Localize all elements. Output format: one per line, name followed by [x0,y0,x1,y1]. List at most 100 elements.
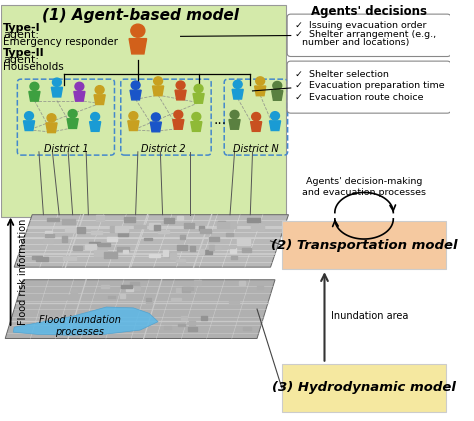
Circle shape [230,110,239,119]
Polygon shape [74,91,85,101]
Bar [177,216,183,220]
Bar [134,225,146,228]
Text: ✓  Evacuation route choice: ✓ Evacuation route choice [295,93,424,102]
Text: Inundation area: Inundation area [331,312,409,322]
Circle shape [176,81,185,89]
Bar [46,234,55,237]
Bar [230,248,236,253]
Polygon shape [232,89,243,99]
Polygon shape [191,122,202,131]
Bar [177,245,187,250]
Bar [184,223,194,228]
Text: District N: District N [233,144,279,154]
Text: Flood inundation
processes: Flood inundation processes [39,315,121,337]
Text: Agents' decisions: Agents' decisions [311,5,428,18]
Bar [164,250,168,256]
Circle shape [271,112,280,120]
Polygon shape [150,122,162,132]
Text: ✓  Shelter arrangement (e.g.,: ✓ Shelter arrangement (e.g., [295,30,437,39]
Bar [230,222,237,228]
Bar [64,295,71,299]
Bar [77,227,84,233]
Bar [118,231,128,236]
Bar [115,226,128,232]
Bar [180,234,185,239]
Bar [117,248,129,251]
Circle shape [25,112,34,120]
Bar [65,228,76,232]
Bar [32,256,42,258]
Bar [130,282,139,285]
Bar [71,289,77,293]
Polygon shape [5,280,275,338]
Text: (1) Agent-based model: (1) Agent-based model [42,8,238,23]
Bar [164,253,171,257]
Bar [209,237,219,241]
Bar [243,327,251,330]
Polygon shape [270,121,281,131]
Polygon shape [173,120,184,129]
Text: ...: ... [213,113,226,127]
Circle shape [129,112,138,120]
Bar [104,252,117,258]
Bar [171,298,181,301]
Bar [154,225,160,230]
Text: agent:: agent: [3,55,39,65]
Polygon shape [255,86,266,96]
Bar [43,239,53,243]
Polygon shape [175,90,186,100]
Bar [209,245,214,250]
Text: Flood risk information: Flood risk information [18,218,28,325]
Circle shape [192,112,201,121]
Text: ✓  Issuing evacuation order: ✓ Issuing evacuation order [295,21,427,29]
Bar [124,217,135,222]
Polygon shape [29,91,40,101]
Polygon shape [67,119,78,128]
Bar [121,285,132,288]
Polygon shape [193,93,204,103]
Bar [218,221,225,224]
Bar [231,256,237,259]
Text: ✓  Shelter selection: ✓ Shelter selection [295,70,389,80]
Circle shape [131,81,140,89]
Bar [123,250,128,253]
Text: Type-II: Type-II [3,48,45,58]
Bar [63,236,67,242]
Bar [238,282,245,285]
Bar [215,246,221,249]
Circle shape [252,112,261,121]
Bar [189,321,195,325]
Bar [149,254,161,257]
Bar [228,245,235,248]
Circle shape [68,109,77,118]
Bar [108,296,116,298]
Bar [201,316,207,320]
Bar [176,259,185,262]
Circle shape [30,82,39,91]
Bar [202,250,211,254]
Polygon shape [153,86,164,96]
FancyBboxPatch shape [0,5,286,217]
Polygon shape [251,122,262,131]
Bar [182,288,190,292]
Bar [187,287,195,290]
Bar [237,238,250,245]
Bar [164,326,171,329]
Text: (3) Hydrodynamic model: (3) Hydrodynamic model [272,381,456,394]
Bar [110,226,120,232]
Bar [164,218,174,223]
FancyBboxPatch shape [287,61,451,113]
Bar [257,286,263,289]
Bar [127,288,133,291]
Bar [91,231,102,234]
Circle shape [53,78,61,86]
Bar [146,298,151,301]
Bar [45,231,52,236]
Text: Type-I: Type-I [3,23,41,33]
Circle shape [91,112,100,121]
Circle shape [256,77,264,85]
Bar [188,327,197,331]
Bar [226,233,233,236]
Text: District 2: District 2 [141,144,186,154]
Circle shape [151,113,160,121]
